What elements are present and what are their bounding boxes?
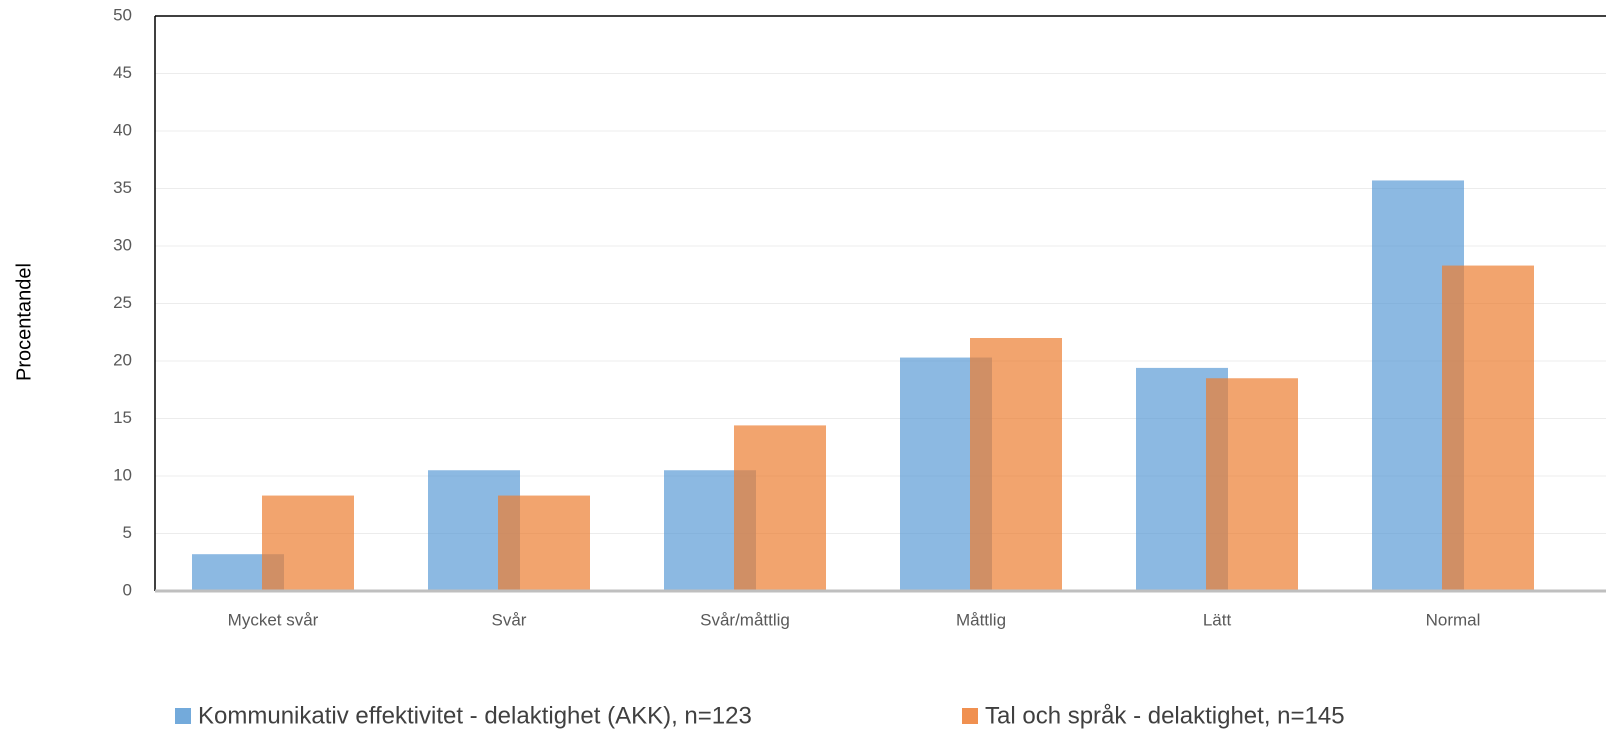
- bar: [734, 425, 826, 591]
- y-tick-label: 0: [123, 580, 132, 599]
- bar: [262, 495, 354, 591]
- x-tick-label: Lätt: [1203, 610, 1232, 629]
- y-tick-label: 30: [113, 235, 132, 254]
- y-tick-label: 20: [113, 350, 132, 369]
- legend-label: Kommunikativ effektivitet - delaktighet …: [198, 702, 752, 729]
- x-tick-label: Måttlig: [956, 610, 1006, 629]
- y-tick-label: 10: [113, 465, 132, 484]
- x-tick-label: Svår: [492, 610, 527, 629]
- y-tick-label: 5: [123, 523, 132, 542]
- legend-swatch: [175, 708, 191, 724]
- y-tick-label: 15: [113, 408, 132, 427]
- legend-swatch: [962, 708, 978, 724]
- y-tick-label: 50: [113, 5, 132, 24]
- y-tick-label: 25: [113, 293, 132, 312]
- bar: [1206, 378, 1298, 591]
- bar: [1442, 265, 1534, 591]
- bar: [498, 495, 590, 591]
- y-tick-label: 35: [113, 178, 132, 197]
- y-axis-label: Procentandel: [13, 263, 35, 381]
- x-tick-label: Normal: [1426, 610, 1481, 629]
- legend-label: Tal och språk - delaktighet, n=145: [985, 702, 1345, 729]
- y-tick-label: 40: [113, 120, 132, 139]
- y-tick-label: 45: [113, 63, 132, 82]
- x-tick-label: Mycket svår: [228, 610, 319, 629]
- x-tick-label: Svår/måttlig: [700, 610, 790, 629]
- bar: [970, 338, 1062, 591]
